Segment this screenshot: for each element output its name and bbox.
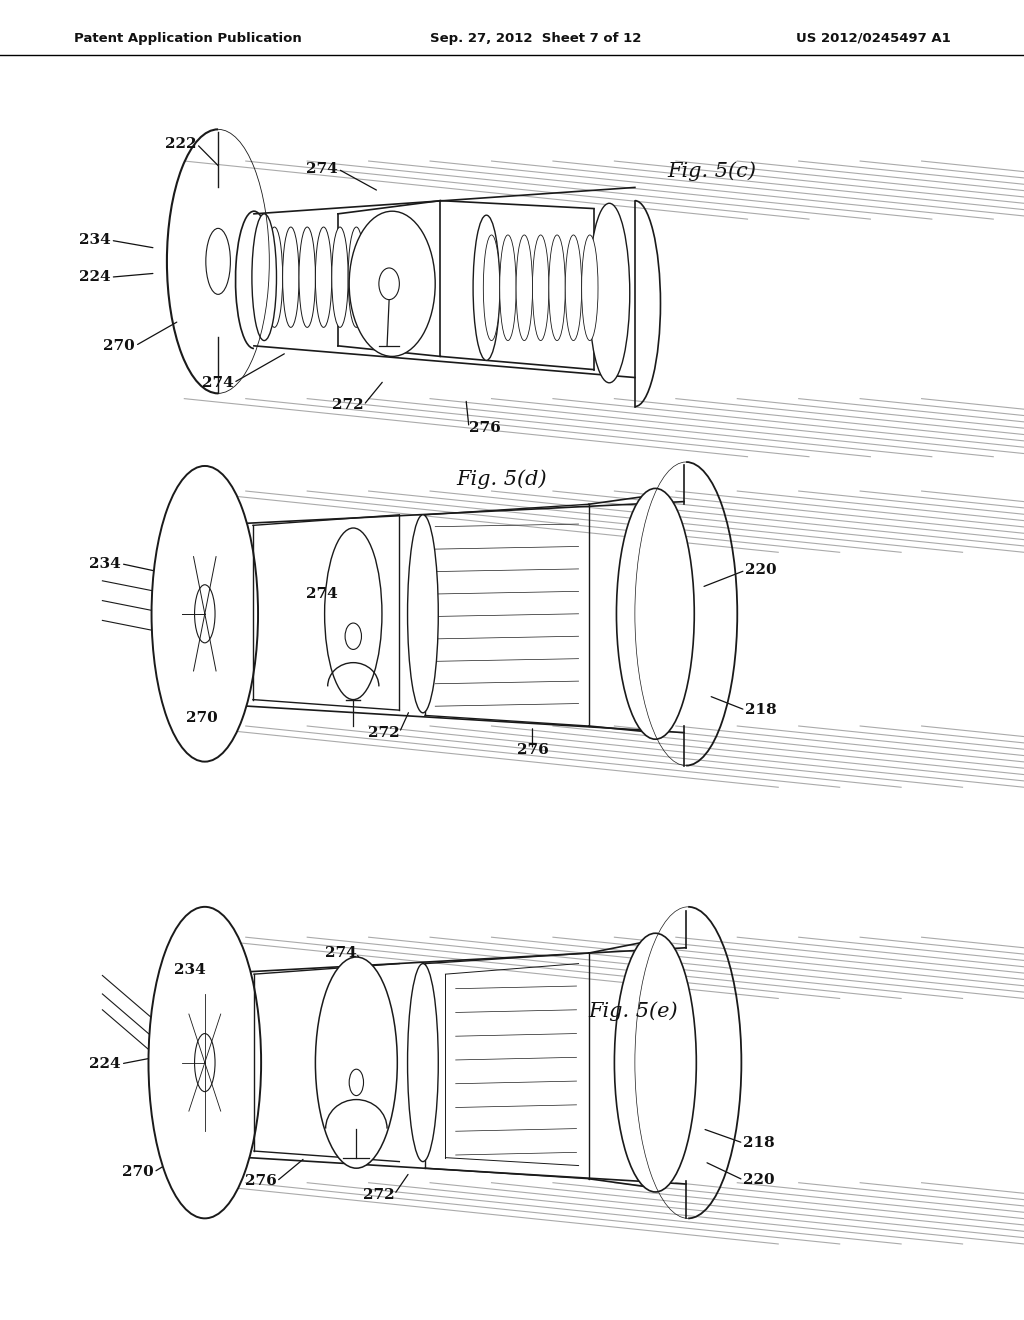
Ellipse shape <box>565 235 582 341</box>
Ellipse shape <box>614 933 696 1192</box>
Ellipse shape <box>195 585 215 643</box>
Ellipse shape <box>379 268 399 300</box>
Text: 270: 270 <box>103 339 135 352</box>
Text: 274: 274 <box>325 946 356 960</box>
Text: Patent Application Publication: Patent Application Publication <box>74 32 301 45</box>
Ellipse shape <box>408 515 438 713</box>
Text: 272: 272 <box>368 726 399 739</box>
Text: 276: 276 <box>245 1175 276 1188</box>
Text: 220: 220 <box>743 1173 775 1187</box>
Text: 224: 224 <box>79 271 111 284</box>
Ellipse shape <box>516 235 532 341</box>
Ellipse shape <box>195 1034 215 1092</box>
Ellipse shape <box>349 211 435 356</box>
Text: Fig. 5(d): Fig. 5(d) <box>457 470 547 488</box>
Text: 274: 274 <box>306 162 338 176</box>
Ellipse shape <box>582 235 598 341</box>
Ellipse shape <box>148 907 261 1218</box>
Text: 274: 274 <box>202 376 233 389</box>
Ellipse shape <box>283 227 299 327</box>
Ellipse shape <box>483 235 500 341</box>
Text: 218: 218 <box>745 704 777 717</box>
Ellipse shape <box>408 964 438 1162</box>
Ellipse shape <box>315 957 397 1168</box>
Text: Fig. 5(e): Fig. 5(e) <box>588 1002 678 1020</box>
Text: 270: 270 <box>186 711 218 725</box>
Text: 276: 276 <box>516 743 549 756</box>
Text: 218: 218 <box>743 1137 775 1150</box>
Text: 272: 272 <box>362 1188 394 1201</box>
Ellipse shape <box>532 235 549 341</box>
Text: 234: 234 <box>89 557 121 570</box>
Ellipse shape <box>206 228 230 294</box>
Text: Fig. 5(c): Fig. 5(c) <box>668 162 756 181</box>
Ellipse shape <box>325 528 382 700</box>
Ellipse shape <box>349 1069 364 1096</box>
Text: 224: 224 <box>89 1057 121 1071</box>
Text: 270: 270 <box>122 1166 154 1179</box>
Text: 276: 276 <box>469 421 501 434</box>
Text: 274: 274 <box>306 587 338 601</box>
Ellipse shape <box>616 488 694 739</box>
Text: 220: 220 <box>745 564 777 577</box>
Text: Sep. 27, 2012  Sheet 7 of 12: Sep. 27, 2012 Sheet 7 of 12 <box>430 32 641 45</box>
Ellipse shape <box>549 235 565 341</box>
Ellipse shape <box>589 203 630 383</box>
Text: 234: 234 <box>174 964 206 977</box>
Ellipse shape <box>332 227 348 327</box>
Ellipse shape <box>473 215 500 360</box>
Ellipse shape <box>252 214 276 341</box>
Ellipse shape <box>299 227 315 327</box>
Text: 222: 222 <box>165 137 197 150</box>
Ellipse shape <box>266 227 283 327</box>
Ellipse shape <box>152 466 258 762</box>
Text: US 2012/0245497 A1: US 2012/0245497 A1 <box>796 32 950 45</box>
Text: 234: 234 <box>79 234 111 247</box>
Text: 272: 272 <box>332 399 364 412</box>
Ellipse shape <box>348 227 365 327</box>
Ellipse shape <box>500 235 516 341</box>
Ellipse shape <box>315 227 332 327</box>
Ellipse shape <box>345 623 361 649</box>
